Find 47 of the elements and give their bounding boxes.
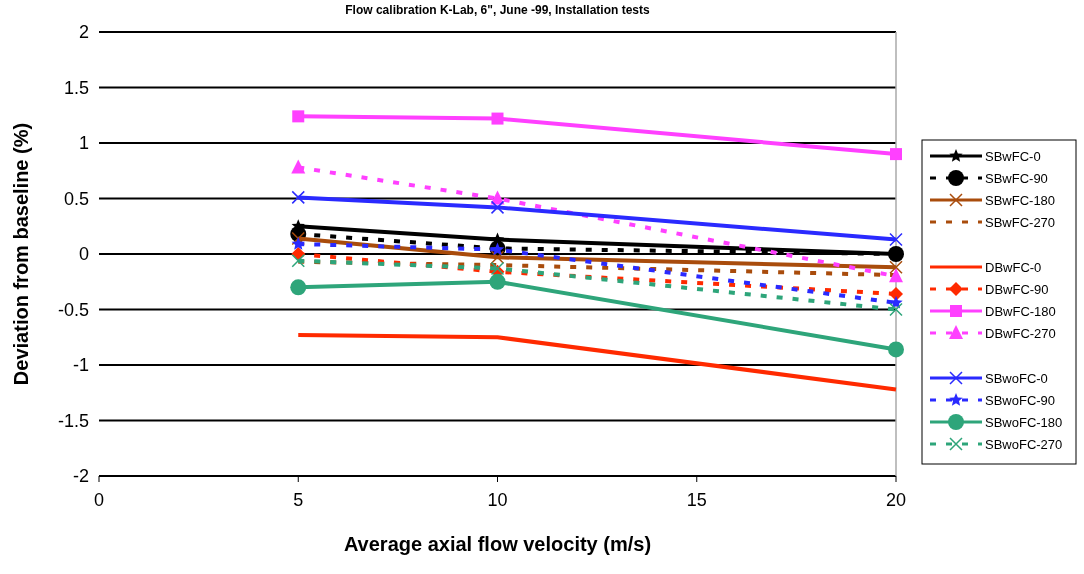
point xyxy=(291,237,305,250)
point xyxy=(290,279,307,296)
legend-label: SBwoFC-180 xyxy=(985,414,1063,430)
point xyxy=(889,260,903,275)
point xyxy=(889,302,903,317)
point xyxy=(889,286,903,301)
x-axis-title: Average axial flow velocity (m/s) xyxy=(343,533,652,555)
y-tick-label: 1.5 xyxy=(63,77,89,98)
y-tick-label: 1 xyxy=(78,133,89,154)
legend-label: DBwFC-0 xyxy=(985,259,1042,275)
x-tick-label: 10 xyxy=(487,490,508,510)
point xyxy=(291,159,306,174)
point xyxy=(490,200,505,215)
y-tick-label: 2 xyxy=(78,22,89,43)
chart-title: Flow calibration K-Lab, 6", June -99, Installation tests xyxy=(345,3,651,17)
point xyxy=(888,341,904,358)
point xyxy=(291,231,305,246)
legend-label: SBwoFC-0 xyxy=(985,370,1048,386)
legend-label: DBwFC-90 xyxy=(985,281,1049,297)
point xyxy=(291,253,305,268)
point xyxy=(890,148,902,161)
legend-label: SBwFC-90 xyxy=(985,170,1048,186)
y-tick-label: -2 xyxy=(72,466,89,487)
point xyxy=(489,273,506,290)
legend-label: DBwFC-270 xyxy=(985,325,1056,341)
point xyxy=(490,250,505,265)
legend-label: SBwFC-0 xyxy=(985,148,1041,164)
x-tick-label: 5 xyxy=(293,490,304,510)
y-tick-label: -1 xyxy=(72,355,89,376)
legend-label: SBwFC-180 xyxy=(985,192,1056,208)
legend-label: DBwFC-180 xyxy=(985,303,1056,319)
y-tick-label: 0.5 xyxy=(63,188,89,209)
y-tick-label: -1.5 xyxy=(57,410,89,431)
legend-label: SBwoFC-270 xyxy=(985,436,1063,452)
point xyxy=(291,190,305,205)
point xyxy=(292,110,305,123)
y-axis-title: Deviation from baseline (%) xyxy=(10,122,32,386)
legend-label: SBwoFC-90 xyxy=(985,392,1056,408)
x-tick-label: 0 xyxy=(93,490,105,510)
y-tick-label: 0 xyxy=(78,244,89,265)
x-tick-label: 15 xyxy=(686,490,707,510)
y-tick-label: -0.5 xyxy=(57,299,89,320)
legend-label: SBwFC-270 xyxy=(985,214,1056,230)
point xyxy=(889,232,903,247)
point xyxy=(889,268,903,283)
point xyxy=(491,112,504,125)
x-tick-label: 20 xyxy=(885,490,907,510)
